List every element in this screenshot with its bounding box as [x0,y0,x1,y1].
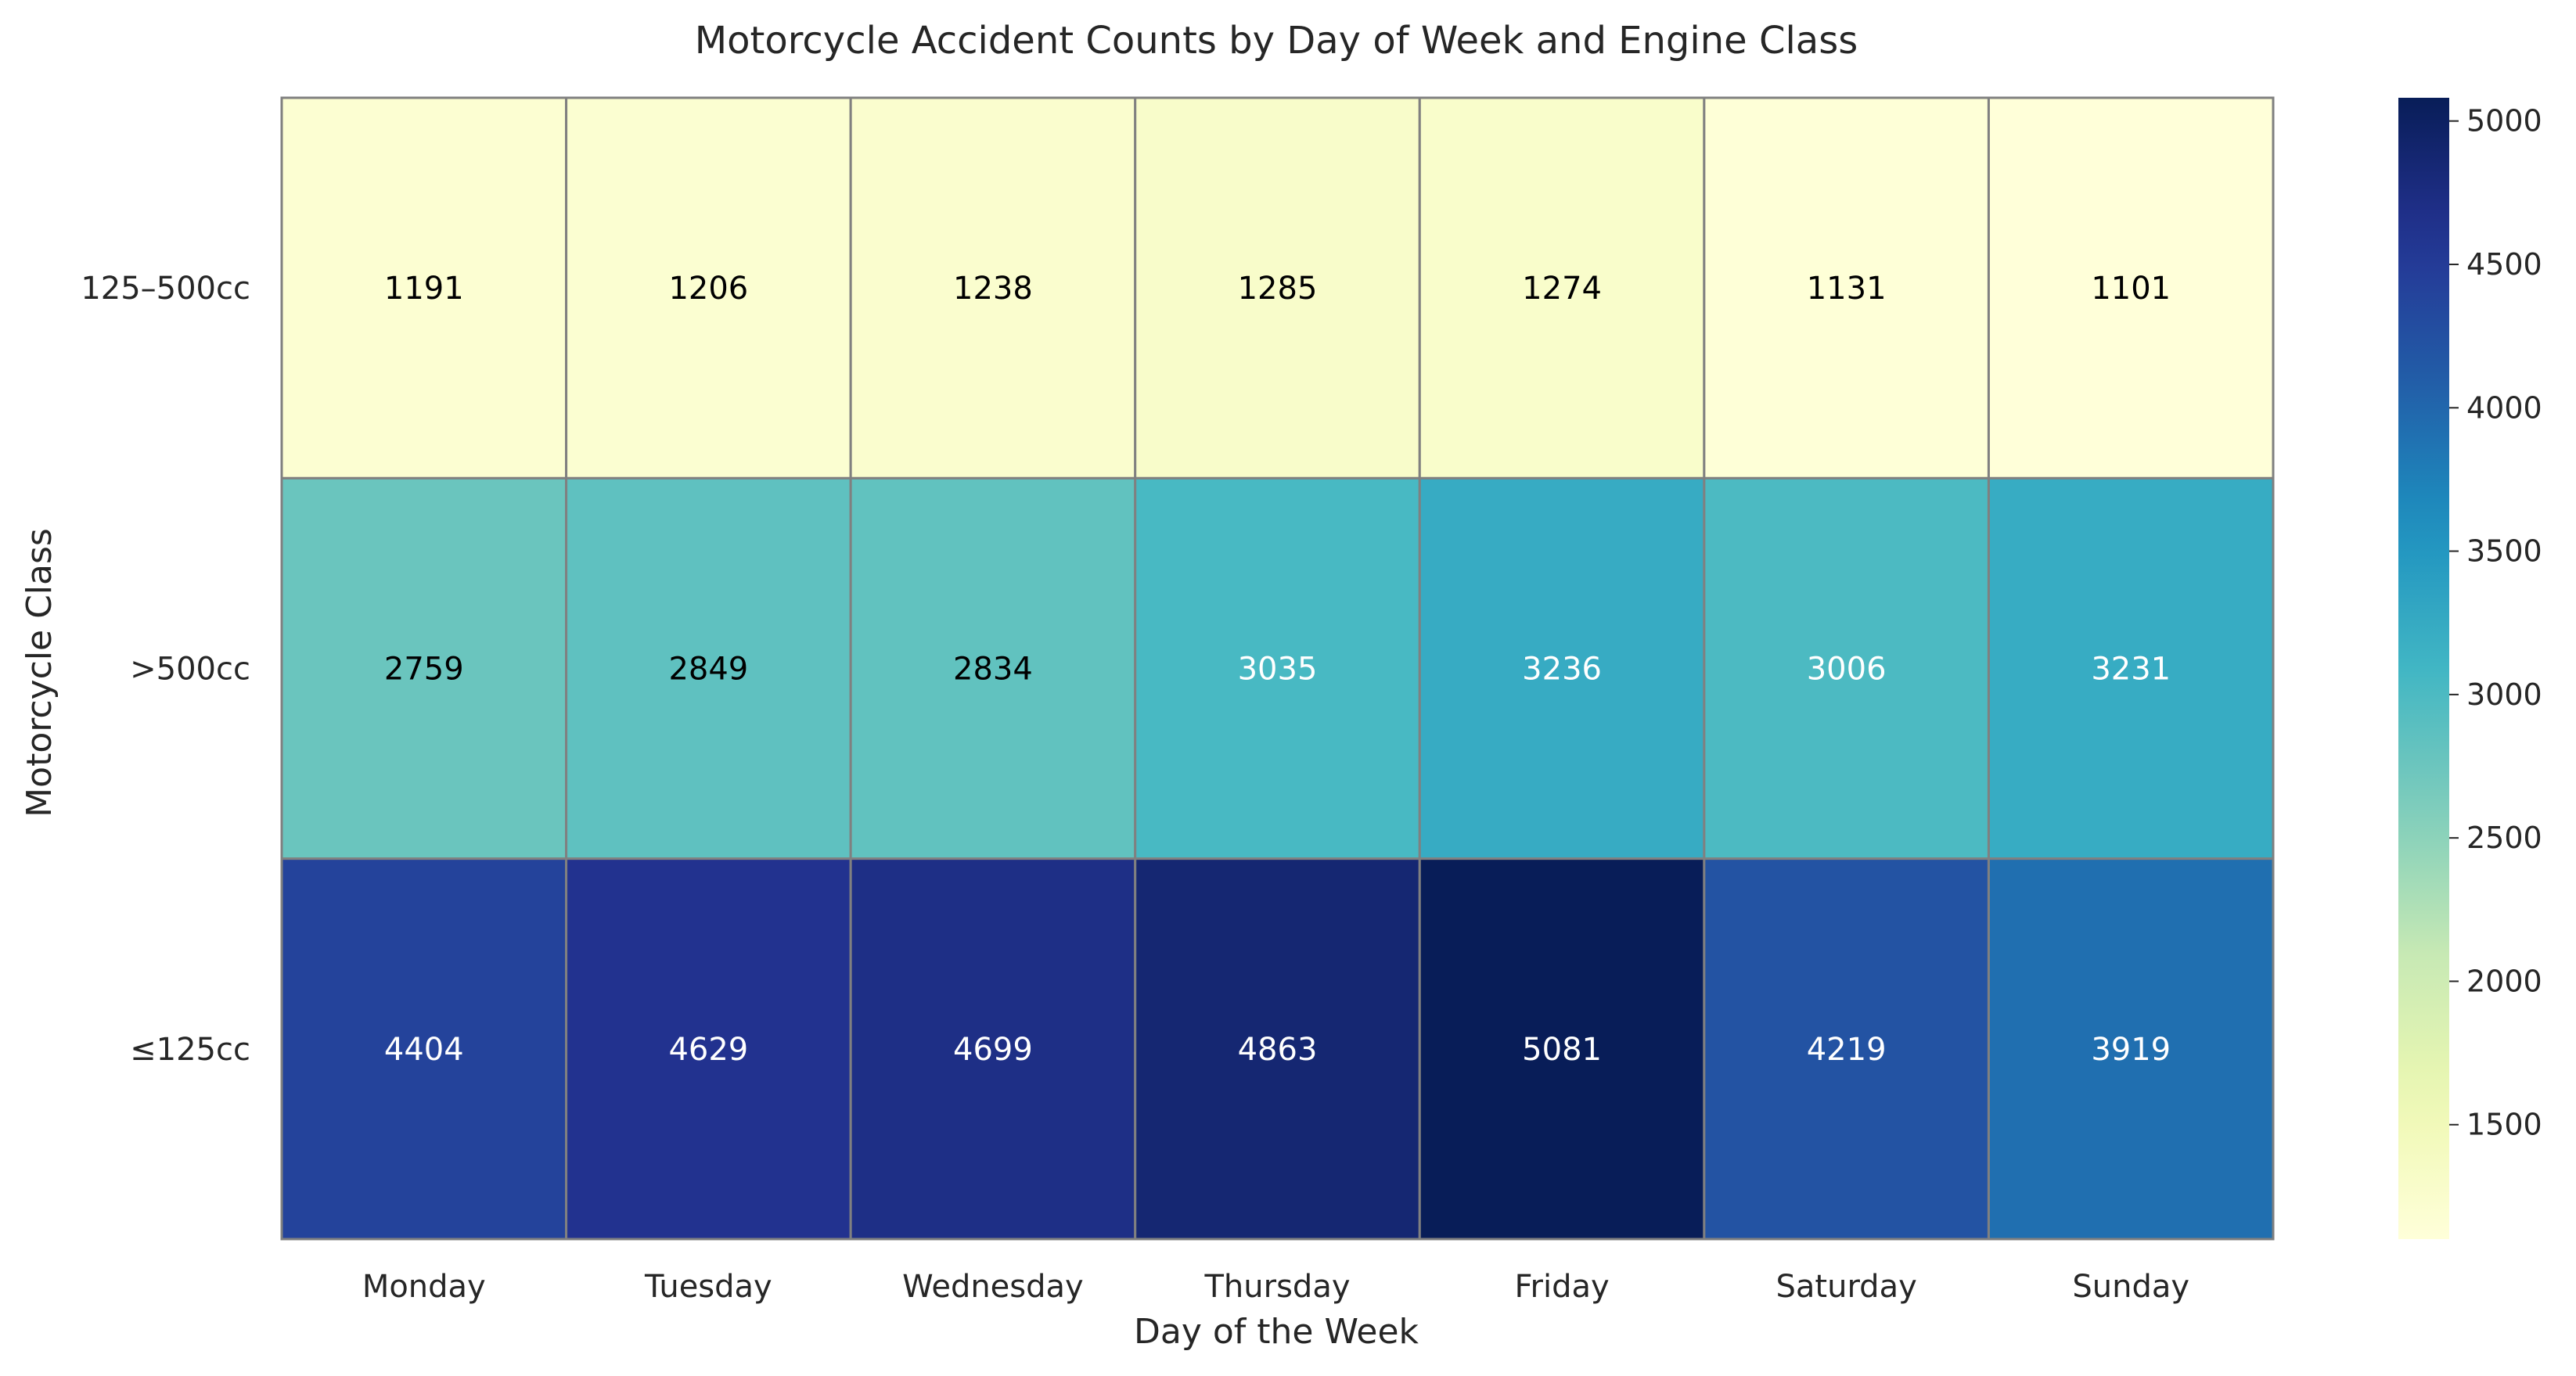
chart-title: Motorcycle Accident Counts by Day of Wee… [695,19,1858,63]
heatmap-cell-value: 4219 [1807,1032,1887,1068]
heatmap-cell-value: 5081 [1522,1032,1602,1068]
colorbar-tick-label: 2500 [2466,821,2542,855]
heatmap-cell [280,857,568,1241]
heatmap-cell [565,857,852,1241]
heatmap-cell [1134,857,1421,1241]
y-axis-label: Motorcycle Class [20,528,59,817]
heatmap-cell-value: 3231 [2091,652,2171,688]
colorbar-tick-label: 5000 [2466,104,2542,138]
colorbar-gradient [2398,98,2449,1239]
colorbar: 1500 2000 2500 3000 3500 4000 4500 5000 [2398,98,2542,1239]
heatmap-cell-value: 2759 [384,652,464,688]
heatmap-cell-value: 1285 [1238,271,1318,307]
heatmap-cell-labels: 1191 1206 1238 1285 1274 1131 1101 2759 2849 2834… [384,271,2171,1068]
heatmap-cell-value: 4699 [953,1032,1033,1068]
colorbar-tick-label: 1500 [2466,1108,2542,1142]
heatmap-cell [849,857,1137,1241]
heatmap-cell-value: 3035 [1238,652,1318,688]
heatmap-cell-value: 1191 [384,271,464,307]
heatmap-cell-value: 4629 [668,1032,748,1068]
x-tick-label: Sunday [2072,1269,2189,1305]
colorbar-tick-label: 4000 [2466,390,2542,425]
heatmap-cell [1987,857,2275,1241]
heatmap-cell [1987,476,2275,860]
colorbar-tick-label: 4500 [2466,247,2542,282]
heatmap-cell [849,96,1137,480]
heatmap-cell-value: 1206 [668,271,748,307]
heatmap-cell [1418,96,1706,480]
colorbar-tick-label: 2000 [2466,964,2542,998]
heatmap-cell [280,96,568,480]
heatmap-cell-value: 4404 [384,1032,464,1068]
heatmap-cell [849,476,1137,860]
heatmap-cell-value: 1101 [2091,271,2171,307]
x-axis-ticks: Monday Tuesday Wednesday Thursday Friday Satu… [362,1269,2189,1305]
heatmap-cell [1418,857,1706,1241]
colorbar-tick-label: 3500 [2466,534,2542,569]
heatmap-cell [1134,96,1421,480]
y-axis-ticks: 125–500cc >500cc ≤125cc [81,271,250,1068]
x-tick-label: Monday [362,1269,486,1305]
x-tick-label: Wednesday [902,1269,1084,1305]
heatmap-cell-value: 1238 [953,271,1033,307]
heatmap-cell [1703,857,1990,1241]
heatmap-cell [280,476,568,860]
y-tick-label: ≤125cc [130,1032,250,1068]
heatmap-cell [565,96,852,480]
heatmap-cell-value: 3006 [1807,652,1887,688]
x-tick-label: Tuesday [644,1269,772,1305]
heatmap-cell-value: 3919 [2091,1032,2171,1068]
x-tick-label: Friday [1514,1269,1609,1305]
heatmap-cell [1703,476,1990,860]
heatmap-cell-value: 2834 [953,652,1033,688]
heatmap-cell [1418,476,1706,860]
heatmap-cell [1703,96,1990,480]
heatmap-cell-value: 2849 [668,652,748,688]
colorbar-tick-label: 3000 [2466,677,2542,712]
x-axis-label: Day of the Week [1134,1312,1419,1352]
heatmap-cell-value: 1131 [1807,271,1887,307]
heatmap-cell-value: 1274 [1522,271,1602,307]
x-tick-label: Saturday [1776,1269,1917,1305]
x-tick-label: Thursday [1204,1269,1351,1305]
y-tick-label: 125–500cc [81,271,250,307]
heatmap-cell-value: 4863 [1238,1032,1318,1068]
heatmap-cells [280,96,2275,1241]
heatmap-cell-value: 3236 [1522,652,1602,688]
y-tick-label: >500cc [130,652,250,688]
